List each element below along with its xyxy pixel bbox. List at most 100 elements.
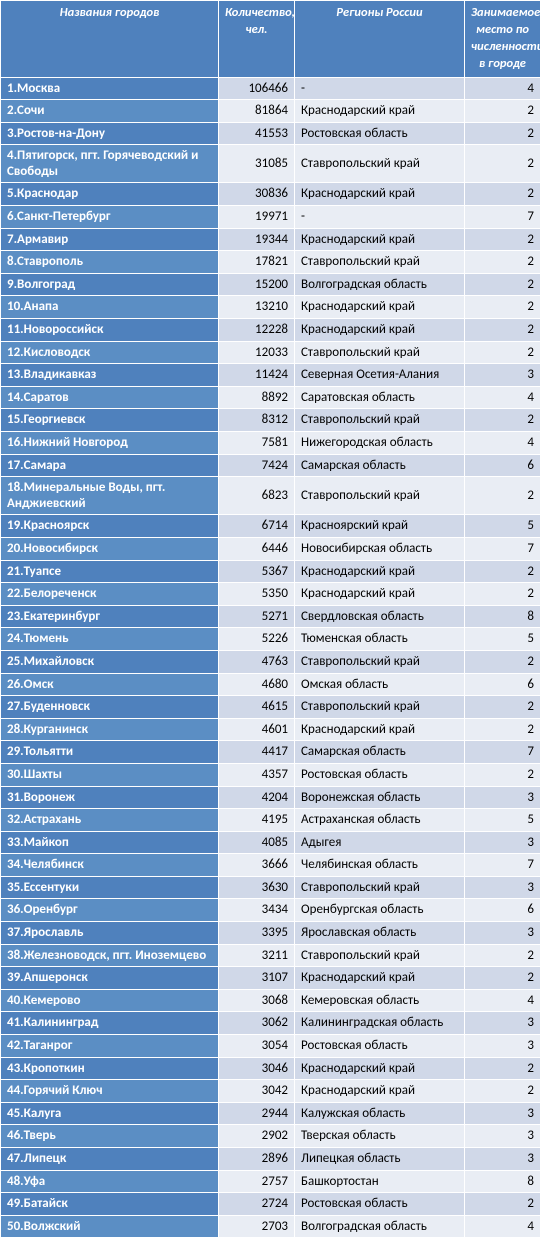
cell-region: Липецкая область xyxy=(295,1148,465,1171)
cell-rank: 2 xyxy=(465,1193,540,1216)
cell-region: Волгоградская область xyxy=(295,1215,465,1238)
cell-city: 2.Сочи xyxy=(1,100,219,123)
cell-rank: 2 xyxy=(465,944,540,967)
table-row: 7.Армавир19344Краснодарский край2 xyxy=(1,228,540,251)
table-row: 35.Ессентуки3630Ставропольский край3 xyxy=(1,876,540,899)
cell-region: Краснодарский край xyxy=(295,296,465,319)
cell-qty: 8892 xyxy=(219,386,295,409)
cell-region: Омская область xyxy=(295,673,465,696)
cell-qty: 3211 xyxy=(219,944,295,967)
cell-qty: 6714 xyxy=(219,515,295,538)
cell-rank: 8 xyxy=(465,605,540,628)
cell-rank: 2 xyxy=(465,696,540,719)
table-row: 28.Курганинск4601Краснодарский край2 xyxy=(1,718,540,741)
cell-city: 24.Тюмень xyxy=(1,628,219,651)
cell-rank: 2 xyxy=(465,122,540,145)
table-row: 3.Ростов-на-Дону41553Ростовская область2 xyxy=(1,122,540,145)
cell-region: Ставропольский край xyxy=(295,944,465,967)
cell-city: 36.Оренбург xyxy=(1,899,219,922)
col-region: Регионы России xyxy=(295,1,465,78)
cell-qty: 81864 xyxy=(219,100,295,123)
table-row: 30.Шахты4357Ростовская область2 xyxy=(1,763,540,786)
cell-qty: 5271 xyxy=(219,605,295,628)
cell-region: Тюменская область xyxy=(295,628,465,651)
table-row: 15.Георгиевск8312Ставропольский край2 xyxy=(1,409,540,432)
cell-rank: 2 xyxy=(465,718,540,741)
cell-rank: 3 xyxy=(465,1102,540,1125)
cell-qty: 5367 xyxy=(219,560,295,583)
cell-region: Ставропольский край xyxy=(295,409,465,432)
cell-region: Ставропольский край xyxy=(295,341,465,364)
table-row: 33.Майкоп4085Адыгея3 xyxy=(1,831,540,854)
table-row: 17.Самара7424Самарская область6 xyxy=(1,454,540,477)
cell-city: 41.Калининград xyxy=(1,1012,219,1035)
cell-rank: 7 xyxy=(465,854,540,877)
cell-city: 16.Нижний Новгород xyxy=(1,432,219,455)
cell-qty: 3107 xyxy=(219,967,295,990)
table-row: 11.Новороссийск12228Краснодарский край2 xyxy=(1,319,540,342)
cell-region: Тверская область xyxy=(295,1125,465,1148)
cell-qty: 31085 xyxy=(219,145,295,183)
cell-city: 12.Кисловодск xyxy=(1,341,219,364)
cell-region: Воронежская область xyxy=(295,786,465,809)
cell-city: 38.Железноводск, пгт. Иноземцево xyxy=(1,944,219,967)
cell-city: 48.Уфа xyxy=(1,1170,219,1193)
cell-rank: 7 xyxy=(465,206,540,229)
cell-city: 40.Кемерово xyxy=(1,989,219,1012)
cell-city: 42.Таганрог xyxy=(1,1035,219,1058)
cell-qty: 3434 xyxy=(219,899,295,922)
table-row: 47.Липецк2896Липецкая область3 xyxy=(1,1148,540,1171)
cell-region: Челябинская область xyxy=(295,854,465,877)
cell-qty: 19344 xyxy=(219,228,295,251)
cell-region: Волгоградская область xyxy=(295,273,465,296)
cell-city: 17.Самара xyxy=(1,454,219,477)
cell-region: Ростовская область xyxy=(295,122,465,145)
cell-rank: 3 xyxy=(465,364,540,387)
cell-region: Свердловская область xyxy=(295,605,465,628)
cell-rank: 3 xyxy=(465,1012,540,1035)
cell-qty: 7424 xyxy=(219,454,295,477)
cell-rank: 4 xyxy=(465,1215,540,1238)
cell-rank: 2 xyxy=(465,967,540,990)
cell-qty: 6446 xyxy=(219,537,295,560)
cell-region: Краснодарский край xyxy=(295,718,465,741)
table-row: 29.Тольятти4417Самарская область7 xyxy=(1,741,540,764)
cell-region: Красноярский край xyxy=(295,515,465,538)
table-row: 44.Горячий Ключ3042Краснодарский край2 xyxy=(1,1080,540,1103)
cell-qty: 2757 xyxy=(219,1170,295,1193)
cell-city: 19.Красноярск xyxy=(1,515,219,538)
cell-rank: 2 xyxy=(465,763,540,786)
cell-qty: 30836 xyxy=(219,183,295,206)
cell-rank: 2 xyxy=(465,100,540,123)
cell-region: Краснодарский край xyxy=(295,1057,465,1080)
cell-rank: 6 xyxy=(465,899,540,922)
cell-region: Ставропольский край xyxy=(295,696,465,719)
cell-rank: 3 xyxy=(465,922,540,945)
cell-rank: 5 xyxy=(465,628,540,651)
cell-region: Адыгея xyxy=(295,831,465,854)
table-row: 9.Волгоград15200Волгоградская область2 xyxy=(1,273,540,296)
cell-qty: 3062 xyxy=(219,1012,295,1035)
cell-city: 1.Москва xyxy=(1,77,219,100)
cell-region: Краснодарский край xyxy=(295,583,465,606)
table-row: 34.Челябинск3666Челябинская область7 xyxy=(1,854,540,877)
cell-rank: 2 xyxy=(465,1057,540,1080)
cell-rank: 4 xyxy=(465,989,540,1012)
cell-qty: 4204 xyxy=(219,786,295,809)
table-row: 16.Нижний Новгород7581Нижегородская обла… xyxy=(1,432,540,455)
cell-city: 44.Горячий Ключ xyxy=(1,1080,219,1103)
cell-city: 9.Волгоград xyxy=(1,273,219,296)
cell-city: 34.Челябинск xyxy=(1,854,219,877)
cell-rank: 3 xyxy=(465,876,540,899)
table-row: 45.Калуга2944Калужская область3 xyxy=(1,1102,540,1125)
cell-rank: 4 xyxy=(465,77,540,100)
cell-qty: 6823 xyxy=(219,477,295,515)
cell-qty: 3054 xyxy=(219,1035,295,1058)
cell-city: 6.Санкт-Петербург xyxy=(1,206,219,229)
table-row: 21.Туапсе5367Краснодарский край2 xyxy=(1,560,540,583)
cell-region: Ставропольский край xyxy=(295,650,465,673)
cell-region: Новосибирская область xyxy=(295,537,465,560)
cell-qty: 4680 xyxy=(219,673,295,696)
cell-city: 31.Воронеж xyxy=(1,786,219,809)
cell-city: 43.Кропоткин xyxy=(1,1057,219,1080)
